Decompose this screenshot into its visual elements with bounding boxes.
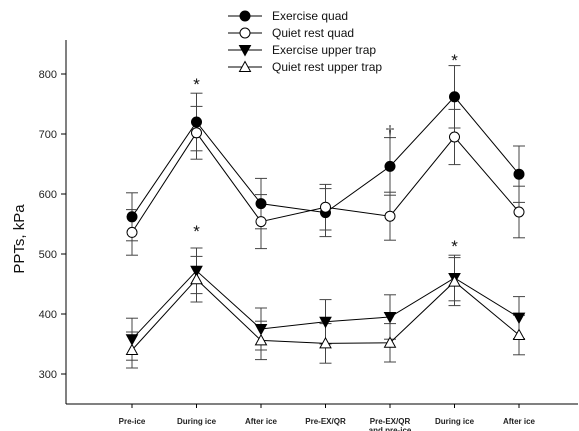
data-point	[254, 324, 268, 336]
data-point	[383, 312, 397, 324]
x-tick-label: During ice	[435, 417, 475, 426]
data-point	[383, 336, 397, 348]
legend-marker	[238, 60, 252, 72]
data-point	[190, 265, 203, 278]
data-point	[255, 216, 267, 228]
y-axis-title: PPTs, kPa	[11, 204, 28, 274]
data-point	[513, 206, 525, 218]
x-tick-label: During ice	[177, 417, 217, 426]
data-point	[320, 201, 331, 213]
data-point	[448, 275, 461, 287]
data-point	[319, 316, 332, 329]
data-point	[126, 226, 138, 238]
legend-label: Quiet rest upper trap	[272, 60, 382, 74]
legend-label: Exercise upper trap	[272, 43, 376, 57]
data-point	[125, 334, 139, 346]
data-point	[125, 343, 139, 355]
y-tick-label: 700	[39, 129, 57, 141]
y-tick-label: 500	[39, 249, 57, 261]
legend-marker	[239, 27, 251, 39]
x-tick-label: After ice	[245, 417, 278, 426]
significance-marker: *	[451, 237, 458, 256]
x-tick-label: After ice	[503, 417, 536, 426]
data-point	[384, 160, 396, 172]
legend-label: Exercise quad	[272, 9, 348, 23]
x-tick-label: Pre-EX/QR	[305, 417, 346, 426]
y-tick-label: 300	[39, 369, 57, 381]
legend-marker	[238, 45, 252, 57]
data-point	[512, 328, 526, 340]
data-point	[191, 127, 202, 139]
y-tick-label: 800	[39, 69, 57, 81]
significance-marker: *	[193, 75, 200, 94]
data-point	[512, 312, 526, 325]
legend-marker	[239, 10, 251, 22]
significance-marker: *	[451, 51, 458, 70]
data-point	[191, 116, 202, 128]
data-point	[126, 211, 138, 223]
significance-marker: †	[386, 122, 395, 141]
data-point	[449, 131, 460, 143]
data-point	[513, 168, 525, 180]
y-tick-label: 600	[39, 189, 57, 201]
data-point	[319, 336, 332, 349]
y-tick-label: 400	[39, 309, 57, 321]
data-point	[449, 91, 460, 103]
data-point	[384, 210, 396, 222]
x-tick-label: Pre-EX/QR and pre-ice	[369, 417, 412, 431]
data-point	[255, 198, 267, 210]
x-tick-label: Pre-ice	[119, 417, 146, 426]
significance-marker: *	[193, 222, 200, 241]
data-point	[254, 333, 268, 346]
legend-label: Quiet rest quad	[272, 26, 354, 40]
data-point	[190, 272, 203, 285]
